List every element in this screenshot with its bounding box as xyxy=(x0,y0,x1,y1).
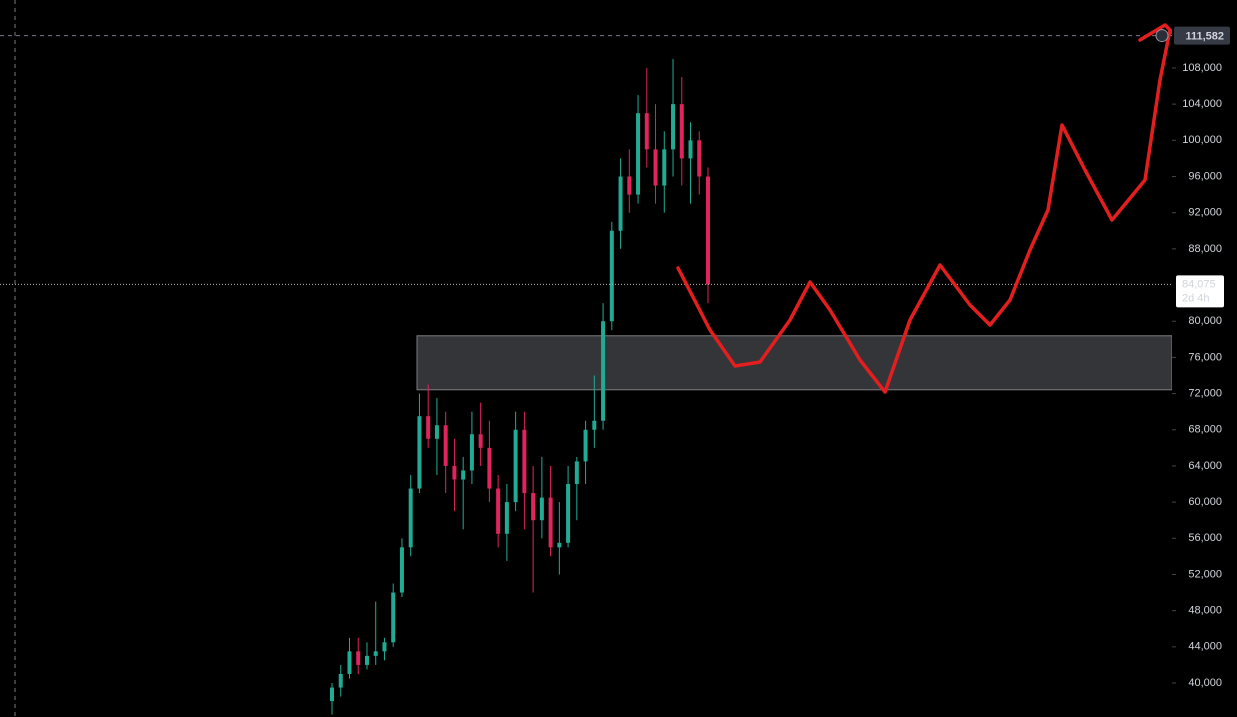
crosshair-price-label: 111,582 xyxy=(1185,30,1224,42)
y-tick-label: 76,000 xyxy=(1188,351,1222,363)
candle-body xyxy=(399,547,404,593)
candle-body xyxy=(601,321,606,421)
candle-body xyxy=(636,113,641,195)
candle-body xyxy=(391,592,396,643)
candle-body xyxy=(513,429,518,503)
countdown-label: 2d 4h xyxy=(1182,292,1210,304)
y-tick-label: 56,000 xyxy=(1188,532,1222,544)
y-tick-label: 88,000 xyxy=(1188,243,1222,255)
candle-body xyxy=(452,465,457,480)
y-tick-label: 92,000 xyxy=(1188,207,1222,219)
y-tick-label: 108,000 xyxy=(1182,62,1222,74)
candle-body xyxy=(504,502,509,534)
candle-body xyxy=(408,488,413,548)
candle-body xyxy=(417,416,422,489)
support-zone xyxy=(416,335,1173,391)
y-tick-label: 100,000 xyxy=(1182,134,1222,146)
candle-body xyxy=(443,425,448,466)
candle-body xyxy=(644,113,649,150)
y-tick-label: 64,000 xyxy=(1188,460,1222,472)
candle-body xyxy=(478,434,483,448)
candle-body xyxy=(627,176,632,195)
candle-body xyxy=(364,655,369,665)
candle-body xyxy=(688,140,693,159)
price-axis xyxy=(1172,0,1237,717)
y-tick-label: 60,000 xyxy=(1188,496,1222,508)
candle-body xyxy=(653,149,658,186)
y-tick-label: 48,000 xyxy=(1188,605,1222,617)
candle-body xyxy=(671,104,676,150)
candle-body xyxy=(662,149,667,186)
candle-body xyxy=(697,140,702,177)
y-tick-label: 80,000 xyxy=(1188,315,1222,327)
last-price-label: 84,075 xyxy=(1182,278,1216,290)
candle-body xyxy=(426,416,431,439)
y-tick-label: 44,000 xyxy=(1188,641,1222,653)
crosshair-price-tag xyxy=(1174,26,1230,45)
candle-body xyxy=(522,429,527,494)
candle-body xyxy=(373,651,378,656)
candle-body xyxy=(574,461,579,485)
candle-body xyxy=(592,420,597,430)
candle-body xyxy=(330,687,334,702)
candle-body xyxy=(434,425,439,439)
candle-body xyxy=(338,673,343,688)
y-tick-label: 52,000 xyxy=(1188,568,1222,580)
candle-body xyxy=(469,434,474,471)
y-tick-label: 72,000 xyxy=(1188,387,1222,399)
y-tick-label: 68,000 xyxy=(1188,424,1222,436)
candle-body xyxy=(566,484,571,543)
candle-body xyxy=(583,429,588,462)
candle-body xyxy=(461,470,466,480)
candle-body xyxy=(557,542,562,548)
y-tick-label: 104,000 xyxy=(1182,98,1222,110)
plot xyxy=(0,35,1173,715)
candle-body xyxy=(609,230,614,322)
candle-body xyxy=(356,651,361,665)
candle-body xyxy=(487,447,492,489)
crosshair-plus xyxy=(1155,29,1169,43)
price-axis-labels: 40,000 44,000 48,000 52,000 56,000 60,000 64,0… xyxy=(1155,26,1230,689)
y-tick-label: 40,000 xyxy=(1188,677,1222,689)
candle-body xyxy=(679,104,684,159)
candle-body xyxy=(706,176,710,285)
candle-body xyxy=(618,176,623,231)
candle-body xyxy=(531,493,536,521)
candle-body xyxy=(382,642,387,652)
last-price-tag xyxy=(1176,275,1224,308)
y-tick-label: 96,000 xyxy=(1188,170,1222,182)
candle-body xyxy=(548,497,553,548)
candle-body xyxy=(347,651,352,674)
candle-body xyxy=(539,497,544,521)
candle-body xyxy=(496,488,501,534)
